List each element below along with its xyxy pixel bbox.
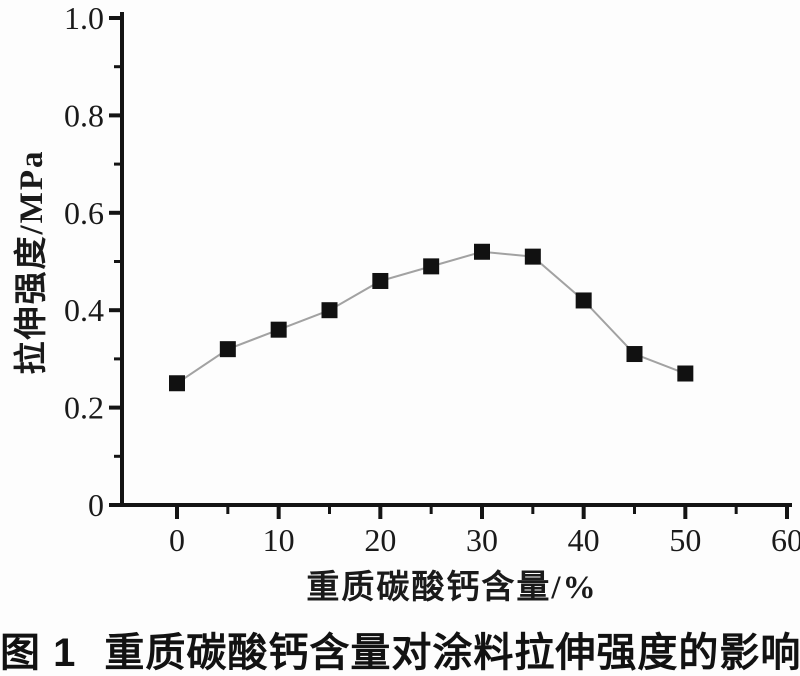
data-point-marker — [677, 365, 694, 382]
data-point-marker — [270, 321, 287, 338]
x-tick-label: 10 — [263, 522, 295, 558]
data-point-marker — [169, 375, 185, 392]
y-tick-label: 0.4 — [64, 292, 104, 328]
figure-caption: 图 1 重质碳酸钙含量对涂料拉伸强度的影响 — [0, 620, 800, 676]
data-point-marker — [321, 302, 338, 319]
x-axis-title: 重质碳酸钙含量/% — [306, 569, 597, 606]
data-point-marker — [219, 341, 236, 358]
x-tick-label: 30 — [466, 522, 498, 558]
x-tick-label: 50 — [669, 522, 701, 558]
y-tick-label: 0.6 — [64, 195, 104, 231]
y-tick-label: 0.8 — [64, 97, 104, 133]
data-point-marker — [524, 248, 541, 265]
figure-caption-text: 重质碳酸钙含量对涂料拉伸强度的影响 — [104, 631, 800, 675]
x-tick-label: 0 — [169, 522, 185, 558]
x-tick-label: 60 — [771, 522, 800, 558]
data-point-marker — [423, 258, 440, 275]
figure-caption-number: 图 1 — [0, 631, 77, 675]
x-tick-label: 40 — [568, 522, 600, 558]
y-axis-title: 拉伸强度/MPa — [12, 150, 50, 375]
data-point-marker — [626, 346, 643, 363]
tensile-strength-chart: 拉伸强度/MPa 重质碳酸钙含量/% 0 0.2 0.4 0.6 0.8 1.0 0 10 20… — [12, 0, 800, 606]
data-point-marker — [474, 243, 490, 260]
data-point-marker — [575, 292, 592, 309]
data-point-marker — [372, 272, 389, 289]
y-tick-label: 1.0 — [64, 0, 104, 36]
x-tick-label: 20 — [364, 522, 396, 558]
y-tick-label: 0.2 — [64, 390, 104, 426]
y-tick-label: 0 — [88, 487, 104, 523]
